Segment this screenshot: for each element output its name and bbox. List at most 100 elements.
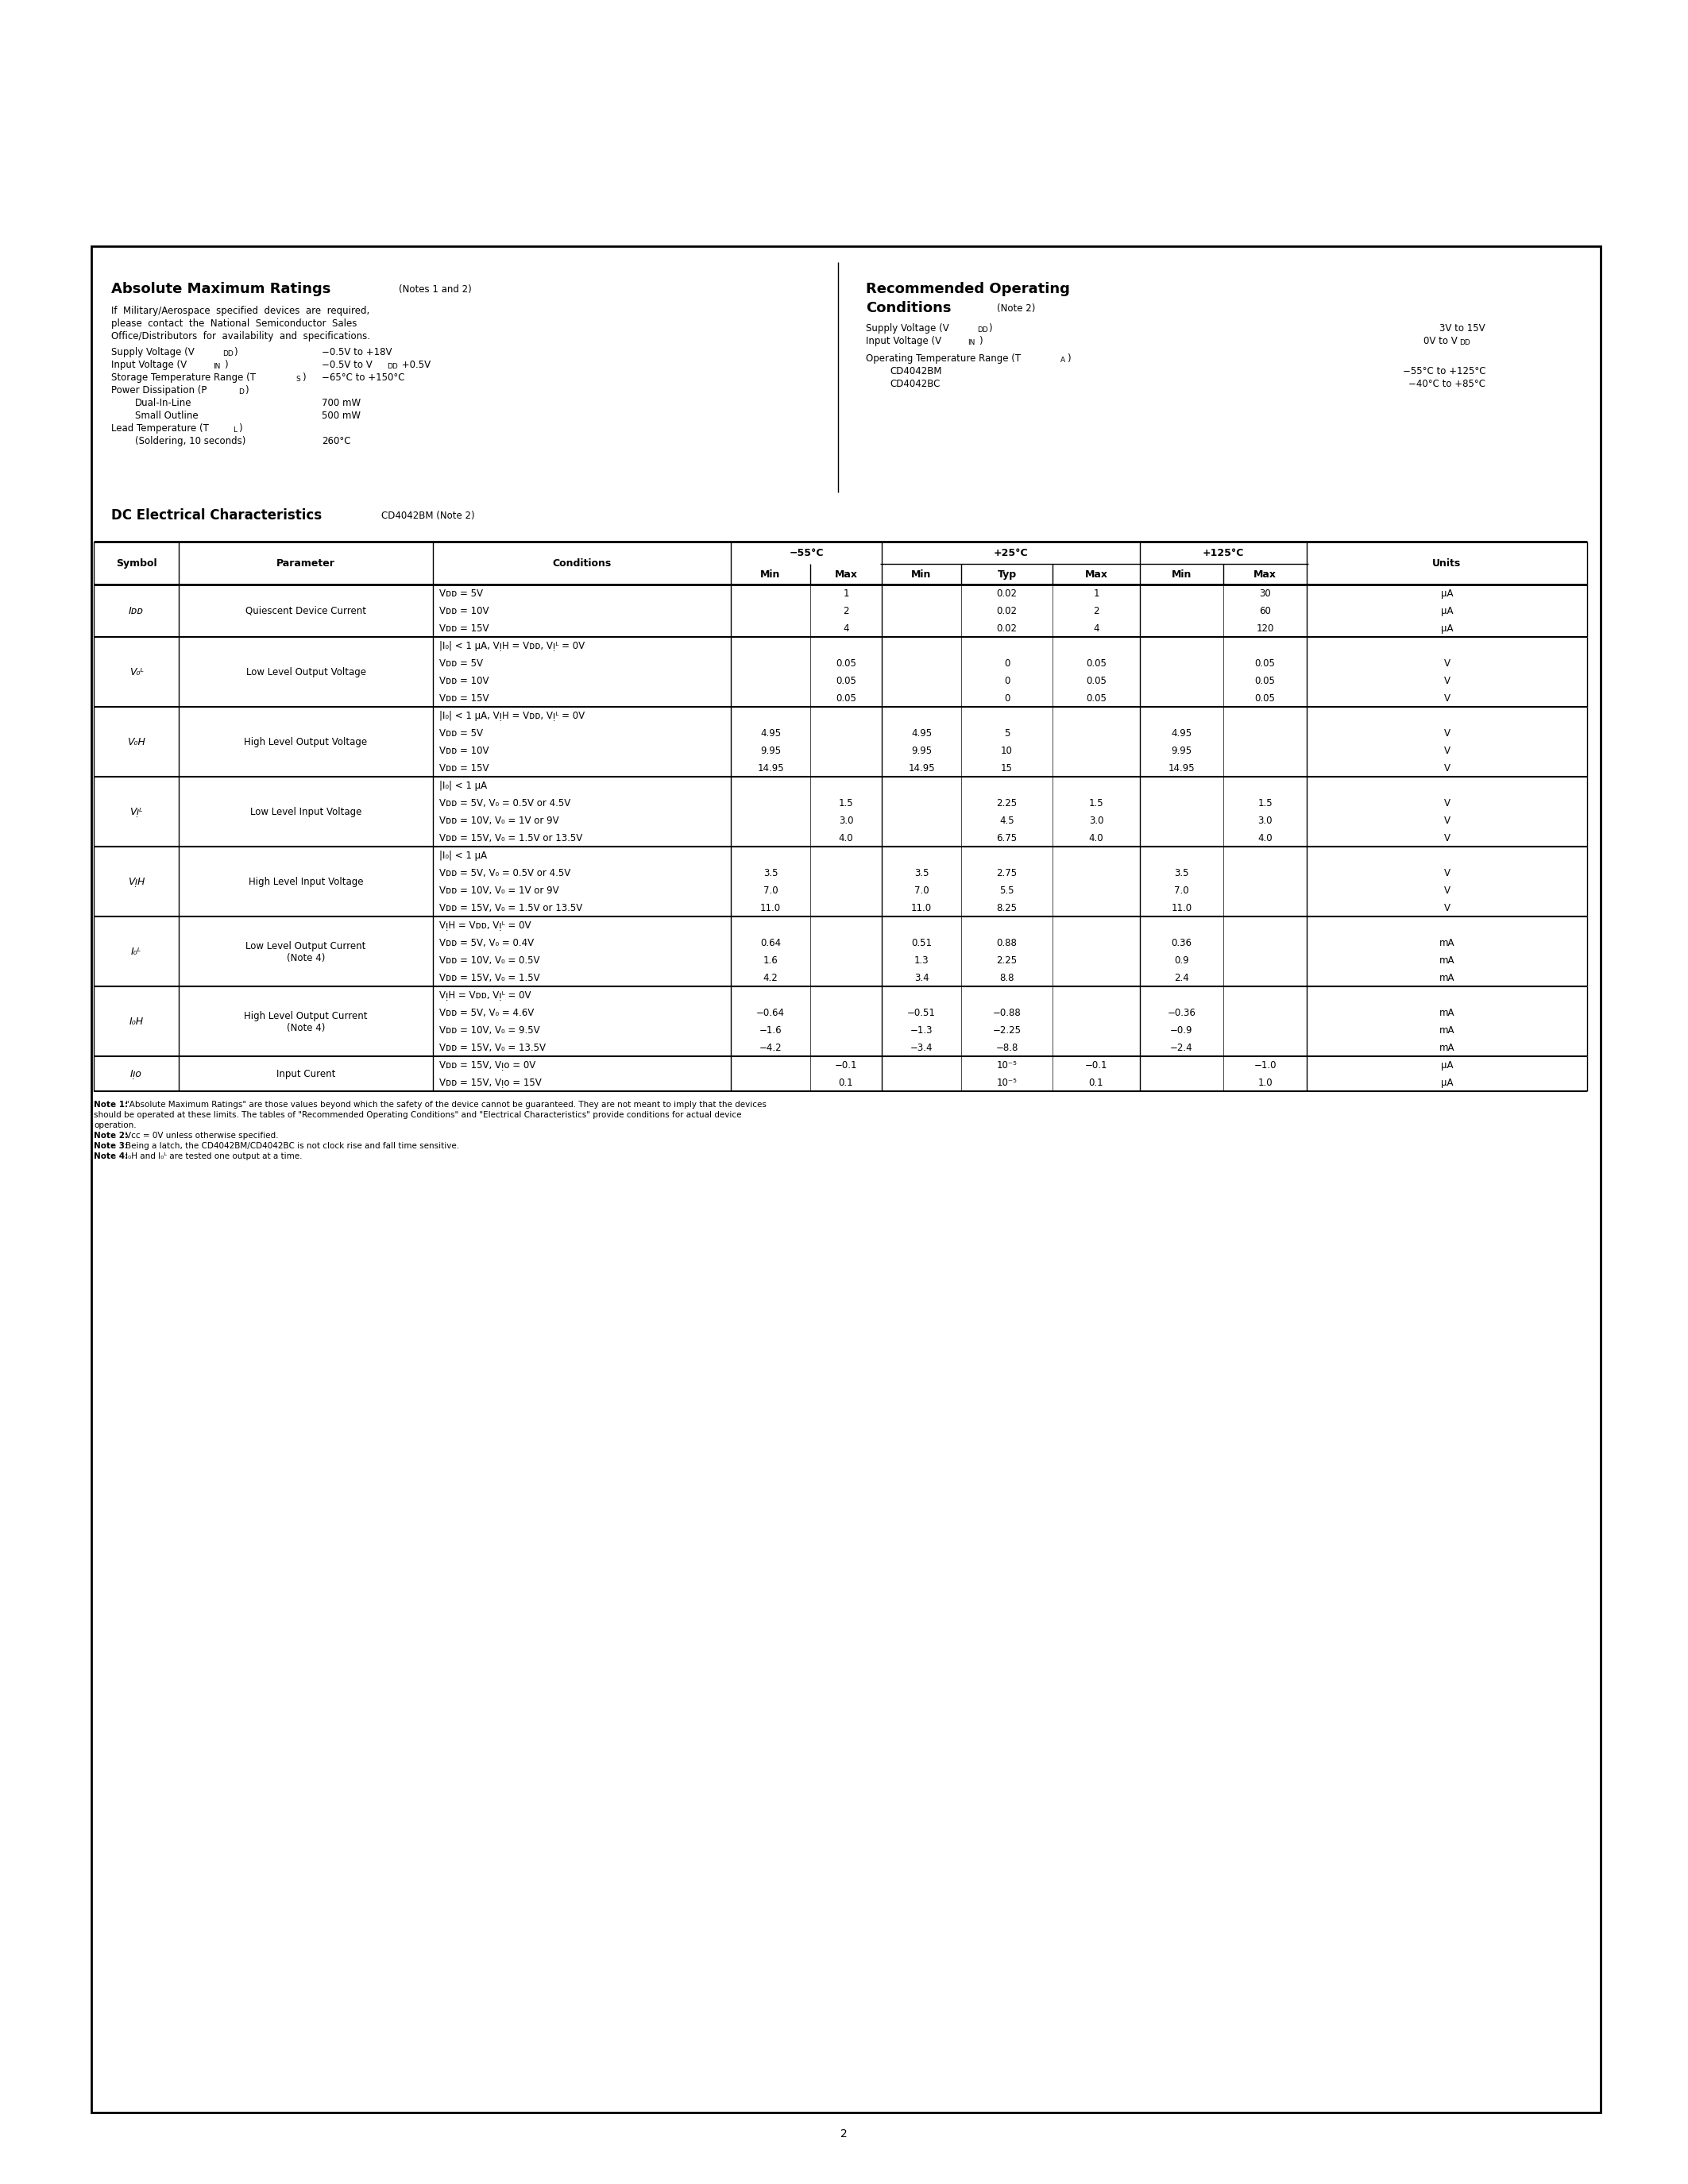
Text: −55°C: −55°C <box>788 548 824 557</box>
Text: Typ: Typ <box>998 570 1016 579</box>
Text: S: S <box>295 376 300 382</box>
Text: μA: μA <box>1442 587 1453 598</box>
Text: V₀H: V₀H <box>127 736 145 747</box>
Text: 1.0: 1.0 <box>1258 1077 1273 1088</box>
Text: 4.2: 4.2 <box>763 972 778 983</box>
Text: 15: 15 <box>1001 762 1013 773</box>
Text: Vᴅᴅ = 15V, Vᴉᴏ = 15V: Vᴅᴅ = 15V, Vᴉᴏ = 15V <box>439 1077 542 1088</box>
Text: |I₀| < 1 μA: |I₀| < 1 μA <box>439 850 488 860</box>
Text: 0.05: 0.05 <box>1254 675 1276 686</box>
Text: (Note 4): (Note 4) <box>287 952 326 963</box>
Text: "Absolute Maximum Ratings" are those values beyond which the safety of the devic: "Absolute Maximum Ratings" are those val… <box>127 1101 766 1109</box>
Text: 3.4: 3.4 <box>915 972 928 983</box>
Text: 4.0: 4.0 <box>839 832 854 843</box>
Text: Low Level Input Voltage: Low Level Input Voltage <box>250 806 361 817</box>
Text: (Note 2): (Note 2) <box>998 304 1035 314</box>
Text: Min: Min <box>760 570 780 579</box>
Text: Vᴅᴅ = 10V: Vᴅᴅ = 10V <box>439 605 490 616</box>
Text: Note 3:: Note 3: <box>95 1142 132 1151</box>
Text: Vᴅᴅ = 15V, V₀ = 1.5V: Vᴅᴅ = 15V, V₀ = 1.5V <box>439 972 540 983</box>
Text: D: D <box>238 389 243 395</box>
Text: |I₀| < 1 μA, VᴉH = Vᴅᴅ, Vᴉᴸ = 0V: |I₀| < 1 μA, VᴉH = Vᴅᴅ, Vᴉᴸ = 0V <box>439 710 584 721</box>
Text: 0.36: 0.36 <box>1171 937 1192 948</box>
Text: V: V <box>1443 657 1450 668</box>
Text: 8.8: 8.8 <box>999 972 1014 983</box>
Text: 2.25: 2.25 <box>996 797 1018 808</box>
Text: 0.05: 0.05 <box>1085 657 1107 668</box>
Text: 1: 1 <box>1094 587 1099 598</box>
Text: Vᴅᴅ = 5V, V₀ = 4.6V: Vᴅᴅ = 5V, V₀ = 4.6V <box>439 1007 533 1018</box>
Text: −0.5V to V: −0.5V to V <box>322 360 373 369</box>
Text: Input Voltage (V: Input Voltage (V <box>866 336 942 347</box>
Text: 14.95: 14.95 <box>758 762 783 773</box>
Text: Vᴅᴅ = 5V: Vᴅᴅ = 5V <box>439 727 483 738</box>
Text: 30: 30 <box>1259 587 1271 598</box>
Text: Operating Temperature Range (T: Operating Temperature Range (T <box>866 354 1021 365</box>
Text: −4.2: −4.2 <box>760 1042 782 1053</box>
Text: V: V <box>1443 797 1450 808</box>
Text: 0.64: 0.64 <box>760 937 782 948</box>
Text: mA: mA <box>1440 1042 1455 1053</box>
Text: −0.36: −0.36 <box>1168 1007 1195 1018</box>
Text: 3.0: 3.0 <box>839 815 854 826</box>
Text: mA: mA <box>1440 954 1455 965</box>
Text: 0.02: 0.02 <box>996 605 1018 616</box>
Text: 4.95: 4.95 <box>760 727 782 738</box>
Text: 4.0: 4.0 <box>1258 832 1273 843</box>
Text: +125°C: +125°C <box>1202 548 1244 557</box>
Text: V: V <box>1443 815 1450 826</box>
Text: 0: 0 <box>1004 657 1009 668</box>
Text: 5: 5 <box>1004 727 1009 738</box>
Text: Vᴅᴅ = 5V, V₀ = 0.4V: Vᴅᴅ = 5V, V₀ = 0.4V <box>439 937 533 948</box>
Text: Units: Units <box>1433 557 1462 568</box>
Text: 3.0: 3.0 <box>1089 815 1104 826</box>
Text: −1.0: −1.0 <box>1254 1059 1276 1070</box>
Text: |I₀| < 1 μA: |I₀| < 1 μA <box>439 780 488 791</box>
Text: 2: 2 <box>841 2129 847 2140</box>
Text: 11.0: 11.0 <box>1171 902 1192 913</box>
Text: −0.1: −0.1 <box>834 1059 858 1070</box>
Text: 0.1: 0.1 <box>1089 1077 1104 1088</box>
Text: I₀H and I₀ᴸ are tested one output at a time.: I₀H and I₀ᴸ are tested one output at a t… <box>127 1153 302 1160</box>
Text: DD: DD <box>223 349 233 358</box>
Text: μA: μA <box>1442 1059 1453 1070</box>
Text: 4: 4 <box>1094 622 1099 633</box>
Text: DD: DD <box>977 325 987 334</box>
Text: 3.5: 3.5 <box>1175 867 1188 878</box>
Text: 10: 10 <box>1001 745 1013 756</box>
Text: Input Voltage (V: Input Voltage (V <box>111 360 187 369</box>
Text: 60: 60 <box>1259 605 1271 616</box>
Text: 0.88: 0.88 <box>996 937 1018 948</box>
Text: μA: μA <box>1442 605 1453 616</box>
Text: Input Curent: Input Curent <box>277 1068 336 1079</box>
Text: Note 2:: Note 2: <box>95 1131 132 1140</box>
Text: 4.0: 4.0 <box>1089 832 1104 843</box>
Text: 3.5: 3.5 <box>763 867 778 878</box>
Text: V: V <box>1443 675 1450 686</box>
Text: 0.05: 0.05 <box>1254 692 1276 703</box>
Text: 0: 0 <box>1004 692 1009 703</box>
Text: −55°C to +125°C: −55°C to +125°C <box>1403 367 1485 376</box>
Text: 7.0: 7.0 <box>763 885 778 895</box>
Text: Vᴄᴄ = 0V unless otherwise specified.: Vᴄᴄ = 0V unless otherwise specified. <box>127 1131 279 1140</box>
Text: (Note 4): (Note 4) <box>287 1022 326 1033</box>
Text: 0.9: 0.9 <box>1175 954 1188 965</box>
Text: +0.5V: +0.5V <box>398 360 430 369</box>
Text: 1.5: 1.5 <box>1089 797 1104 808</box>
Text: (Soldering, 10 seconds): (Soldering, 10 seconds) <box>135 437 246 446</box>
Text: Quiescent Device Current: Quiescent Device Current <box>245 605 366 616</box>
Bar <box>91 247 1600 2112</box>
Text: VᴉH: VᴉH <box>128 876 145 887</box>
Text: 3.5: 3.5 <box>915 867 928 878</box>
Text: Parameter: Parameter <box>277 557 336 568</box>
Text: 14.95: 14.95 <box>908 762 935 773</box>
Text: −2.25: −2.25 <box>993 1024 1021 1035</box>
Text: ): ) <box>238 424 241 435</box>
Text: Iᴉᴏ: Iᴉᴏ <box>130 1068 142 1079</box>
Text: 2: 2 <box>842 605 849 616</box>
Text: 0.51: 0.51 <box>912 937 932 948</box>
Text: V₀ᴸ: V₀ᴸ <box>128 666 143 677</box>
Text: ): ) <box>233 347 238 358</box>
Text: 260°C: 260°C <box>322 437 351 446</box>
Text: I₀H: I₀H <box>128 1016 143 1026</box>
